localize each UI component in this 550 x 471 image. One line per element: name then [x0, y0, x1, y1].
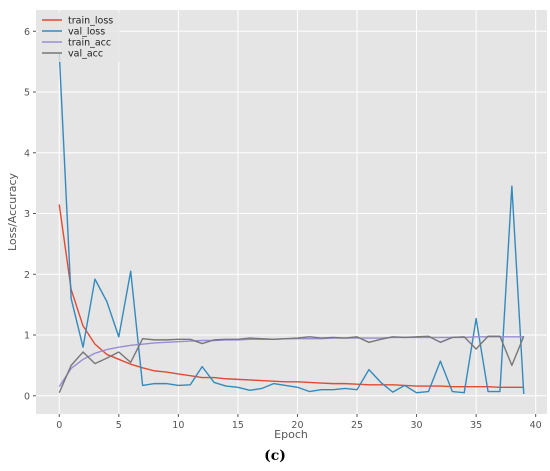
- x-tick-label: 15: [232, 420, 244, 431]
- y-tick-label: 3: [24, 209, 30, 220]
- series-line-val-loss: [58, 52, 525, 394]
- y-tick-label: 2: [24, 270, 30, 281]
- y-tick-labels: 0 1 2 3 4 5 6: [24, 27, 36, 402]
- series-line-val-acc: [58, 335, 525, 394]
- legend-label-train-loss: train_loss: [68, 16, 113, 27]
- series-lines: [58, 52, 525, 394]
- x-tick-label: 35: [470, 420, 482, 431]
- legend-label-val-acc: val_acc: [68, 49, 103, 60]
- figure-caption: (c): [264, 448, 286, 464]
- x-tick-label: 30: [411, 420, 423, 431]
- x-tick-label: 0: [56, 420, 62, 431]
- x-axis-label: Epoch: [274, 428, 308, 441]
- x-tick-label: 5: [116, 420, 122, 431]
- series-line-train-loss: [58, 204, 524, 388]
- x-tick-labels: 0 5 10 15 20 25 30 35 40: [56, 414, 542, 431]
- x-tick-label: 10: [172, 420, 184, 431]
- y-axis-label: Loss/Accuracy: [6, 172, 19, 251]
- y-tick-label: 6: [24, 27, 30, 38]
- legend-label-train-acc: train_acc: [68, 38, 111, 49]
- y-tick-label: 4: [24, 148, 30, 159]
- y-tick-label: 0: [24, 391, 30, 402]
- y-tick-label: 5: [24, 88, 30, 99]
- y-tick-label: 1: [24, 331, 30, 342]
- x-tick-label: 25: [351, 420, 363, 431]
- x-tick-label: 40: [530, 420, 542, 431]
- x-tick-label: 20: [291, 420, 303, 431]
- legend-label-val-loss: val_loss: [68, 27, 105, 38]
- grid-lines: [36, 10, 547, 414]
